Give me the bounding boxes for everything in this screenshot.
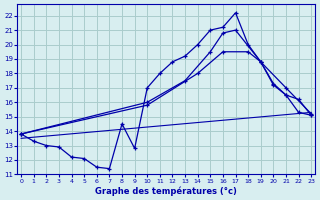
X-axis label: Graphe des températures (°c): Graphe des températures (°c) [95,186,237,196]
